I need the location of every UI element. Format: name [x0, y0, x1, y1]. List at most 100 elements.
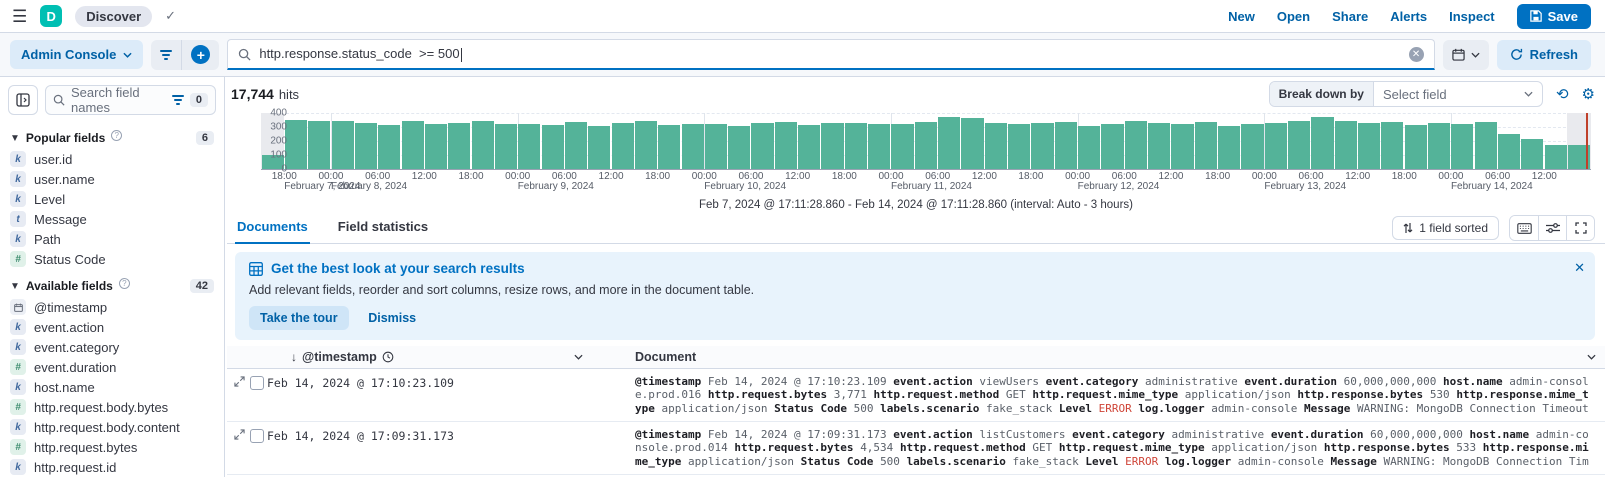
histogram-bar[interactable]: [891, 113, 914, 169]
histogram-bar[interactable]: [1077, 113, 1101, 169]
histogram-bar[interactable]: [541, 113, 564, 169]
histogram-bar[interactable]: [518, 113, 541, 169]
keyboard-shortcuts-icon[interactable]: [1510, 216, 1538, 240]
histogram-bar[interactable]: [611, 113, 634, 169]
row-checkbox[interactable]: [250, 429, 264, 443]
histogram-bar[interactable]: [1264, 113, 1287, 169]
histogram-bar[interactable]: [774, 113, 797, 169]
histogram-bar[interactable]: [1357, 113, 1381, 169]
histogram-bars[interactable]: [261, 113, 1591, 169]
histogram-bar[interactable]: [658, 113, 681, 169]
field-item[interactable]: # Status Code: [8, 249, 216, 269]
nav-inspect[interactable]: Inspect: [1449, 8, 1495, 24]
take-tour-button[interactable]: Take the tour: [249, 306, 349, 330]
nav-new[interactable]: New: [1228, 8, 1255, 24]
date-picker-button[interactable]: [1442, 39, 1489, 70]
header-right-chevron-icon[interactable]: [1587, 354, 1596, 360]
histogram-bar[interactable]: [1381, 113, 1404, 169]
field-item[interactable]: t Message: [8, 209, 216, 229]
timestamp-column-header[interactable]: ↓ @timestamp: [267, 350, 635, 364]
histogram-bar[interactable]: [1521, 113, 1544, 169]
histogram-bar[interactable]: [1217, 113, 1241, 169]
histogram-bar[interactable]: [681, 113, 704, 169]
refresh-button[interactable]: Refresh: [1496, 39, 1591, 70]
histogram-bar[interactable]: [1171, 113, 1194, 169]
histogram-bar[interactable]: [471, 113, 494, 169]
row-checkbox[interactable]: [250, 376, 264, 390]
field-filter-icon[interactable]: [171, 93, 184, 107]
histogram-bar[interactable]: [634, 113, 657, 169]
document-column-header[interactable]: Document: [635, 350, 697, 364]
histogram-bar[interactable]: [1031, 113, 1054, 169]
field-item[interactable]: # http.request.bytes: [8, 437, 216, 457]
reset-session-icon[interactable]: ⟲: [1555, 85, 1569, 103]
histogram-bar[interactable]: [914, 113, 937, 169]
chart-options-gear-icon[interactable]: ⚙: [1581, 85, 1595, 103]
column-menu-chevron-icon[interactable]: [574, 354, 583, 360]
field-item[interactable]: @timestamp: [8, 297, 216, 317]
tab-documents[interactable]: Documents: [235, 213, 310, 244]
field-section-header[interactable]: ▼ Available fields ? 42: [8, 275, 216, 297]
histogram-bar[interactable]: [378, 113, 401, 169]
histogram-bar[interactable]: [1194, 113, 1217, 169]
table-row[interactable]: Feb 14, 2024 @ 17:09:31.173 @timestamp F…: [227, 422, 1605, 475]
histogram-bar[interactable]: [1334, 113, 1357, 169]
histogram-bar[interactable]: [821, 113, 844, 169]
breakdown-select[interactable]: Select field: [1374, 87, 1542, 102]
histogram-bar[interactable]: [938, 113, 961, 169]
expand-document-icon[interactable]: [234, 376, 245, 387]
dismiss-button[interactable]: Dismiss: [368, 311, 417, 325]
menu-hamburger-icon[interactable]: ☰: [12, 6, 28, 26]
histogram-bar[interactable]: [401, 113, 424, 169]
field-search-input[interactable]: Search field names 0: [45, 85, 216, 115]
histogram-bar[interactable]: [961, 113, 984, 169]
histogram-bar[interactable]: [1241, 113, 1264, 169]
histogram-bar[interactable]: [588, 113, 611, 169]
histogram-bar[interactable]: [1311, 113, 1334, 169]
breadcrumb[interactable]: Discover: [75, 5, 153, 27]
histogram-bar[interactable]: [424, 113, 448, 169]
field-item[interactable]: k user.id: [8, 149, 216, 169]
fullscreen-icon[interactable]: [1566, 216, 1594, 240]
field-section-header[interactable]: ▼ Popular fields ? 6: [8, 127, 216, 149]
field-item[interactable]: k http.request.body.content: [8, 417, 216, 437]
field-item[interactable]: k host.name: [8, 377, 216, 397]
nav-share[interactable]: Share: [1332, 8, 1369, 24]
histogram-bar[interactable]: [728, 113, 751, 169]
histogram-bar[interactable]: [284, 113, 308, 169]
collapse-sidebar-button[interactable]: [8, 85, 38, 115]
field-item[interactable]: # http.request.body.bytes: [8, 397, 216, 417]
save-button[interactable]: Save: [1516, 3, 1591, 29]
histogram-bar[interactable]: [1427, 113, 1451, 169]
nav-open[interactable]: Open: [1276, 8, 1311, 24]
field-item[interactable]: k Path: [8, 229, 216, 249]
histogram-bar[interactable]: [1567, 113, 1591, 169]
histogram-bar[interactable]: [564, 113, 587, 169]
histogram-bar[interactable]: [1451, 113, 1474, 169]
field-item[interactable]: k event.action: [8, 317, 216, 337]
histogram-bar[interactable]: [261, 113, 285, 169]
nav-alerts[interactable]: Alerts: [1390, 8, 1428, 24]
field-sorted-button[interactable]: 1 field sorted: [1392, 216, 1499, 240]
histogram-bar[interactable]: [448, 113, 471, 169]
histogram-bar[interactable]: [494, 113, 518, 169]
histogram-bar[interactable]: [331, 113, 354, 169]
histogram-bar[interactable]: [844, 113, 867, 169]
histogram-bar[interactable]: [868, 113, 891, 169]
hits-histogram[interactable]: 0 100 200 300 400 18:00 February 7, 2024 00:00…: [231, 108, 1595, 195]
table-row[interactable]: Feb 14, 2024 @ 17:10:23.109 @timestamp F…: [227, 369, 1605, 422]
filter-funnel-icon[interactable]: [151, 40, 181, 70]
histogram-bar[interactable]: [798, 113, 821, 169]
space-avatar[interactable]: D: [40, 5, 63, 27]
histogram-bar[interactable]: [1147, 113, 1171, 169]
histogram-bar[interactable]: [1101, 113, 1124, 169]
close-icon[interactable]: ✕: [1574, 260, 1585, 275]
display-options-sliders-icon[interactable]: [1538, 216, 1566, 240]
histogram-bar[interactable]: [1404, 113, 1427, 169]
histogram-bar[interactable]: [1287, 113, 1311, 169]
add-filter-button[interactable]: +: [181, 39, 219, 70]
histogram-bar[interactable]: [1124, 113, 1147, 169]
histogram-bar[interactable]: [1008, 113, 1031, 169]
query-input[interactable]: http.response.status_code >= 500 ✕: [227, 39, 1435, 70]
histogram-bar[interactable]: [1474, 113, 1497, 169]
